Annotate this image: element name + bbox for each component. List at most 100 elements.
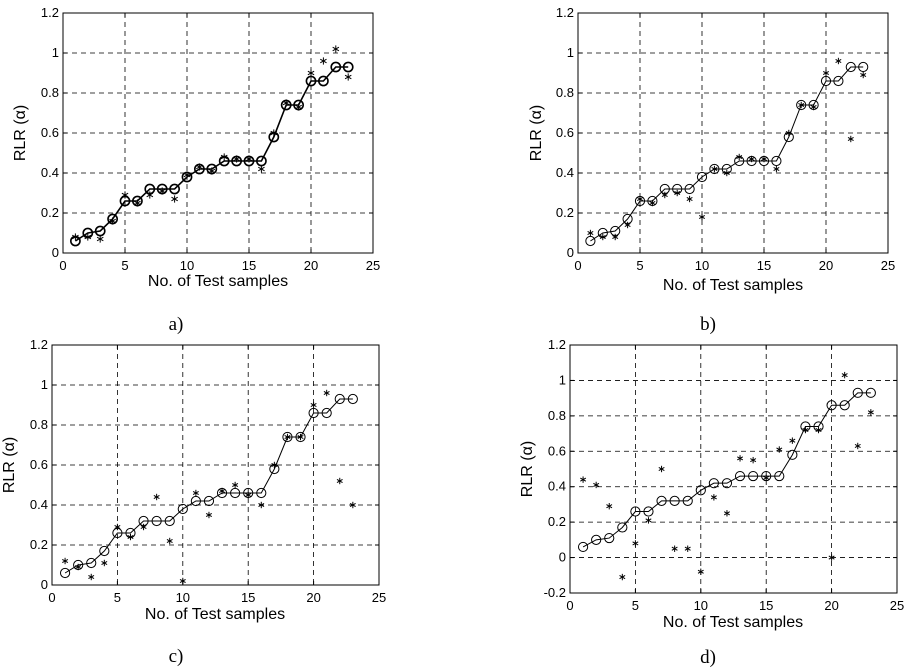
panel-d-star-point xyxy=(645,517,652,524)
panel-c-star-point xyxy=(271,461,278,469)
panel-a-star-point xyxy=(134,199,141,207)
panel-d-xtick-label: 20 xyxy=(824,598,838,613)
panel-d-ytick-label: 0.8 xyxy=(548,408,566,423)
panel-a-xtick-label: 10 xyxy=(180,258,194,273)
panel-c-ytick-label: 1.2 xyxy=(30,337,48,352)
panel-d-ytick-label: 1 xyxy=(559,372,566,387)
panel-a-ylabel: RLR (α) xyxy=(12,105,29,161)
panel-d-circle-point xyxy=(826,400,837,411)
panel-d-star-point xyxy=(593,481,600,489)
panel-a-star-point xyxy=(183,171,191,179)
panel-b-circle-point xyxy=(709,163,720,175)
panel-c-circle-point xyxy=(177,503,188,515)
panel-b-star-point xyxy=(649,199,656,207)
panel-b-xtick-label: 20 xyxy=(819,258,833,273)
panel-c-circle-point xyxy=(347,393,358,405)
panel-b-label: b) xyxy=(700,314,716,335)
panel-c-star-point xyxy=(297,433,304,441)
panel-a-star-point xyxy=(245,155,253,163)
panel-a-star-point xyxy=(158,187,166,195)
panel-d-star-point xyxy=(632,540,639,547)
panel-a-star-point xyxy=(332,45,340,53)
panel-b-circle-point xyxy=(684,183,695,195)
panel-d-ytick-label: 0.2 xyxy=(548,514,566,529)
panel-a-star-point xyxy=(196,163,203,171)
panel-d-frame xyxy=(569,344,898,594)
panel-b-star-point xyxy=(835,57,842,65)
panel-d-star-point xyxy=(684,545,691,552)
panel-d-circle-point xyxy=(669,495,680,506)
panel-c-xtick-label: 15 xyxy=(241,590,255,605)
panel-d-circle-point xyxy=(852,387,863,398)
panel-d-star-point xyxy=(619,573,626,581)
panel-c-circle-point xyxy=(334,393,345,405)
panel-d-star-point xyxy=(789,437,796,444)
panel-c-star-point xyxy=(153,493,160,501)
panel-b-star-point xyxy=(587,229,594,237)
panel-a-xtick-label: 15 xyxy=(242,258,256,273)
panel-c-xtick-label: 5 xyxy=(114,590,121,605)
panel-b-star-point xyxy=(698,213,706,221)
panel-a-star-point xyxy=(233,155,240,163)
panel-a-star-point xyxy=(121,191,129,199)
panel-c-ytick-label: 1 xyxy=(41,377,48,392)
panel-b-ytick-label: 0.4 xyxy=(556,165,574,180)
panel-a-xtick-label: 20 xyxy=(304,258,318,273)
panel-c-xtick-label: 0 xyxy=(48,590,55,605)
panel-d-star-point xyxy=(723,510,730,517)
panel-d-circle-point xyxy=(591,534,602,545)
panel-b-star-point xyxy=(674,189,681,197)
panel-c-star-point xyxy=(258,501,265,509)
panel-b-xtick-label: 5 xyxy=(636,258,643,273)
panel-b-circle-point xyxy=(771,155,782,167)
panel-d-xtick-label: 0 xyxy=(566,598,573,613)
panel-d-circle-point xyxy=(682,495,693,506)
panel-a-xtick-label: 25 xyxy=(366,258,380,273)
panel-b-star-point xyxy=(636,195,644,203)
panel-d-circle-point xyxy=(695,485,706,496)
panel-d-star-point xyxy=(658,465,665,473)
panel-c-circle-point xyxy=(190,495,201,507)
panel-b-ytick-label: 0.8 xyxy=(556,85,574,100)
panel-b-star-point xyxy=(612,233,619,241)
panel-d-circle-point xyxy=(734,470,746,482)
panel-b-star-point xyxy=(661,191,668,199)
panel-c-label: c) xyxy=(169,646,184,667)
panel-d-circle-point xyxy=(721,478,733,489)
panel-c-xlabel: No. of Test samples xyxy=(145,606,285,623)
panel-c-star-point xyxy=(310,401,317,409)
panel-b-star-point xyxy=(822,69,830,77)
panel-a-ytick-label: 1.2 xyxy=(41,5,59,20)
panel-a-ytick-label: 0.6 xyxy=(41,125,59,140)
panel-d-circle-point xyxy=(708,478,719,489)
panel-d-star-point xyxy=(802,426,809,434)
panel-b-circle-point xyxy=(858,61,869,73)
panel-b-star-point xyxy=(736,153,743,161)
panel-d-label: d) xyxy=(700,647,716,668)
panel-b-circle-point xyxy=(820,75,832,87)
panel-c-circle-point xyxy=(164,515,175,527)
panel-b-ylabel: RLR (α) xyxy=(528,105,545,161)
panel-a-star-point xyxy=(220,153,228,161)
panel-d-star-point xyxy=(828,554,835,561)
panel-c-star-point xyxy=(127,533,134,541)
panel-c-star-point xyxy=(205,511,212,519)
panel-d-circle-point xyxy=(787,449,798,460)
panel-b-star-point xyxy=(723,169,730,177)
panel-d-circle-point xyxy=(630,506,641,517)
panel-a-star-point xyxy=(109,217,116,225)
panel-a-label: a) xyxy=(169,314,184,335)
panel-d-star-point xyxy=(697,568,704,575)
panel-b-circle-point xyxy=(696,171,708,183)
panel-b-star-point xyxy=(686,195,693,203)
panel-d-circle-point xyxy=(577,541,589,553)
panel-c-star-point xyxy=(62,557,69,565)
panel-b-star-point xyxy=(748,155,755,163)
panel-d-circle-point xyxy=(656,495,667,506)
panel-d-xtick-label: 25 xyxy=(890,598,904,613)
panel-c-ytick-label: 0.2 xyxy=(30,537,48,552)
panel-a-ytick-label: 0.4 xyxy=(41,165,59,180)
panel-d-circle-point xyxy=(643,506,654,517)
panel-d-circle-point xyxy=(839,400,850,411)
